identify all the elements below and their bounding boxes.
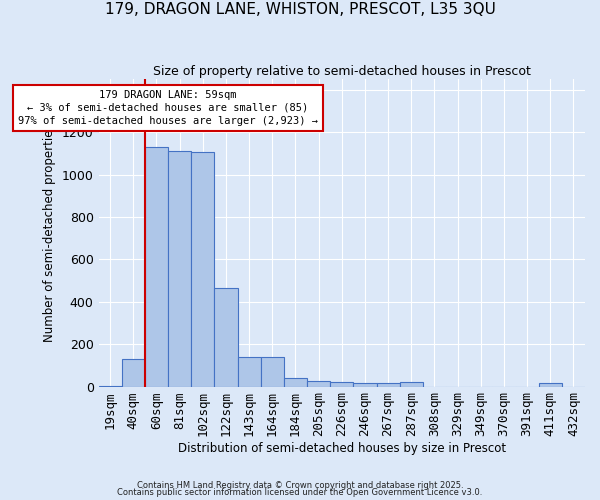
- Bar: [377, 384, 400, 386]
- X-axis label: Distribution of semi-detached houses by size in Prescot: Distribution of semi-detached houses by …: [178, 442, 506, 455]
- Bar: [261, 357, 284, 386]
- Bar: [539, 384, 562, 386]
- Text: 179 DRAGON LANE: 59sqm
← 3% of semi-detached houses are smaller (85)
97% of semi: 179 DRAGON LANE: 59sqm ← 3% of semi-deta…: [18, 90, 318, 126]
- Bar: [145, 147, 168, 386]
- Text: 179, DRAGON LANE, WHISTON, PRESCOT, L35 3QU: 179, DRAGON LANE, WHISTON, PRESCOT, L35 …: [104, 2, 496, 18]
- Text: Contains HM Land Registry data © Crown copyright and database right 2025.: Contains HM Land Registry data © Crown c…: [137, 480, 463, 490]
- Bar: [214, 288, 238, 386]
- Text: Contains public sector information licensed under the Open Government Licence v3: Contains public sector information licen…: [118, 488, 482, 497]
- Bar: [238, 357, 261, 386]
- Y-axis label: Number of semi-detached properties: Number of semi-detached properties: [43, 124, 56, 342]
- Bar: [191, 152, 214, 386]
- Bar: [284, 378, 307, 386]
- Bar: [122, 359, 145, 386]
- Bar: [307, 382, 330, 386]
- Bar: [330, 382, 353, 386]
- Bar: [400, 382, 423, 386]
- Title: Size of property relative to semi-detached houses in Prescot: Size of property relative to semi-detach…: [153, 65, 531, 78]
- Bar: [353, 384, 377, 386]
- Bar: [168, 152, 191, 386]
